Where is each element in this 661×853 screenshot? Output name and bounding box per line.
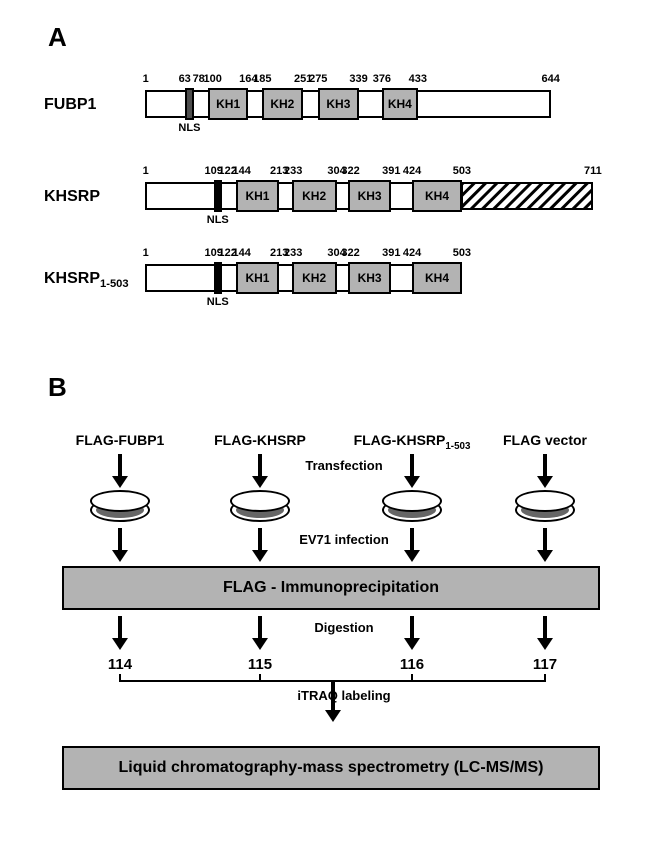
arrow-head-icon: [252, 550, 268, 562]
arrow-shaft: [543, 454, 547, 478]
arrow-head-icon: [537, 638, 553, 650]
arrow-head-icon: [112, 550, 128, 562]
bracket-stub: [259, 674, 261, 682]
position-tick: 503: [453, 247, 471, 259]
nls-domain: [214, 262, 222, 294]
arrow-head-icon: [325, 710, 341, 722]
arrow-head-icon: [537, 550, 553, 562]
position-tick: 63: [179, 73, 191, 85]
position-tick: 711: [584, 165, 602, 177]
petri-dish-icon: [515, 490, 575, 520]
itraq-label: 115: [248, 656, 272, 673]
nls-label: NLS: [207, 296, 229, 308]
arrow-shaft: [410, 616, 414, 640]
nls-domain: [214, 180, 222, 212]
kh-domain: KH4: [412, 180, 462, 212]
arrow-head-icon: [112, 476, 128, 488]
lc-box: Liquid chromatography-mass spectrometry …: [62, 746, 600, 790]
arrow-shaft: [258, 454, 262, 478]
lane-label: FLAG-FUBP1: [76, 432, 165, 448]
arrow-head-icon: [112, 638, 128, 650]
arrow-head-icon: [404, 550, 420, 562]
lane-label: FLAG-KHSRP1-503: [354, 432, 471, 452]
kh-domain: KH2: [292, 180, 337, 212]
petri-dish-icon: [382, 490, 442, 520]
kh-domain: KH2: [292, 262, 337, 294]
position-tick: 391: [382, 247, 400, 259]
position-tick: 144: [232, 165, 250, 177]
lane-label: FLAG-KHSRP: [214, 432, 306, 448]
arrow-head-icon: [404, 476, 420, 488]
petri-dish-icon: [230, 490, 290, 520]
kh-domain: KH1: [208, 88, 248, 120]
kh-domain: KH1: [236, 262, 279, 294]
position-tick: 185: [253, 73, 271, 85]
nls-label: NLS: [207, 214, 229, 226]
step-label-ev71: EV71 infection: [299, 532, 389, 547]
position-tick: 322: [341, 247, 359, 259]
arrow-head-icon: [252, 638, 268, 650]
petri-dish-icon: [90, 490, 150, 520]
kh-domain: KH3: [348, 180, 391, 212]
protein-name: KHSRP: [44, 188, 100, 206]
position-tick: 424: [403, 165, 421, 177]
kh-domain: KH2: [262, 88, 304, 120]
position-tick: 1: [143, 165, 149, 177]
nls-domain: [185, 88, 194, 120]
kh-domain: KH4: [382, 88, 418, 120]
position-tick: 1: [143, 247, 149, 259]
arrow-head-icon: [404, 638, 420, 650]
arrow-shaft: [118, 528, 122, 552]
arrow-shaft: [118, 454, 122, 478]
position-tick: 391: [382, 165, 400, 177]
kh-domain: KH1: [236, 180, 279, 212]
arrow-head-icon: [537, 476, 553, 488]
nls-label: NLS: [178, 122, 200, 134]
protein-name: KHSRP1-503: [44, 270, 129, 290]
step-label-itraq: iTRAQ labeling: [297, 688, 390, 703]
itraq-label: 116: [400, 656, 424, 673]
position-tick: 144: [232, 247, 250, 259]
bracket-stub: [119, 674, 121, 682]
protein-name: FUBP1: [44, 96, 96, 114]
position-tick: 376: [373, 73, 391, 85]
position-tick: 424: [403, 247, 421, 259]
position-tick: 233: [284, 247, 302, 259]
arrow-shaft: [258, 528, 262, 552]
position-tick: 275: [309, 73, 327, 85]
kh-domain: KH4: [412, 262, 462, 294]
position-tick: 503: [453, 165, 471, 177]
position-tick: 1: [143, 73, 149, 85]
bracket-stub: [544, 674, 546, 682]
arrow-shaft: [118, 616, 122, 640]
arrow-shaft: [258, 616, 262, 640]
itraq-label: 114: [108, 656, 132, 673]
step-label-digestion: Digestion: [314, 620, 373, 635]
arrow-head-icon: [252, 476, 268, 488]
position-tick: 433: [409, 73, 427, 85]
position-tick: 339: [349, 73, 367, 85]
position-tick: 322: [341, 165, 359, 177]
arrow-shaft: [543, 528, 547, 552]
ip-box: FLAG - Immunoprecipitation: [62, 566, 600, 610]
position-tick: 233: [284, 165, 302, 177]
kh-domain: KH3: [348, 262, 391, 294]
itraq-label: 117: [533, 656, 557, 673]
lane-label: FLAG vector: [503, 432, 587, 448]
kh-domain: KH3: [318, 88, 358, 120]
bracket-stub: [411, 674, 413, 682]
arrow-shaft: [331, 682, 335, 712]
arrow-shaft: [543, 616, 547, 640]
position-tick: 100: [204, 73, 222, 85]
position-tick: 644: [542, 73, 560, 85]
arrow-shaft: [410, 528, 414, 552]
step-label-transfection: Transfection: [305, 458, 382, 473]
arrow-shaft: [410, 454, 414, 478]
